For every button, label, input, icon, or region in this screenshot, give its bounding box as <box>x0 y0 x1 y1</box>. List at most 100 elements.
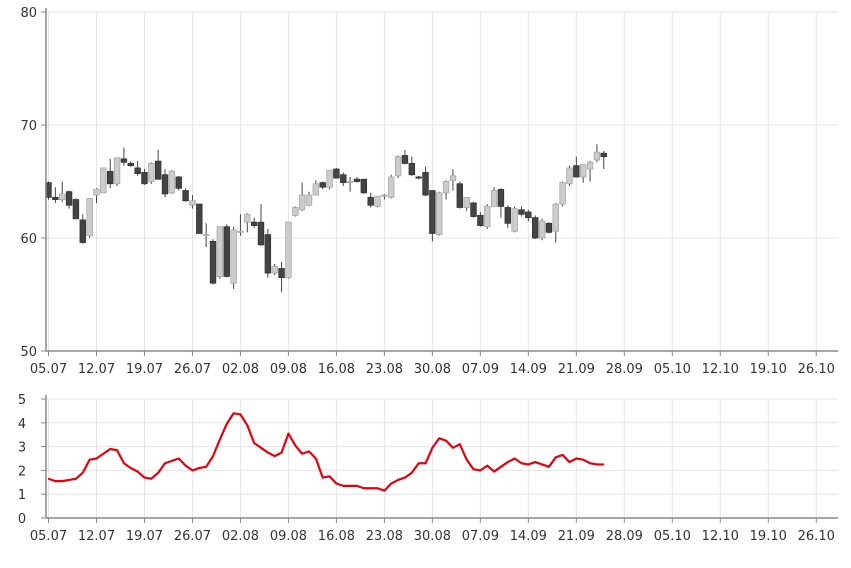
candle <box>65 190 73 209</box>
candle <box>79 214 86 244</box>
candle <box>305 191 313 207</box>
candle-body-up <box>559 182 566 205</box>
candle-body-down <box>257 221 265 246</box>
candle-body-up <box>346 181 354 184</box>
candle <box>442 180 450 200</box>
candle-body-down <box>504 207 511 224</box>
indicator-x-tick-label: 26.10 <box>798 529 835 544</box>
indicator-point <box>322 476 324 479</box>
candle-body-down <box>456 183 463 208</box>
price-x-tick-label: 16.08 <box>318 362 355 377</box>
candle <box>579 164 587 183</box>
price-x-tick-label: 19.07 <box>126 362 163 377</box>
candle-body-up <box>86 198 93 237</box>
candle-body-up <box>189 200 196 206</box>
candle <box>100 167 107 194</box>
candle-body-down <box>545 222 553 233</box>
price-x-tick-label: 12.10 <box>702 362 739 377</box>
price-x-tick-label: 26.07 <box>174 362 211 377</box>
candle-body-down <box>525 211 532 219</box>
candle-body-down <box>182 190 189 202</box>
candle-body-down <box>134 167 141 174</box>
candle <box>429 190 436 242</box>
indicator-point <box>452 447 454 449</box>
indicator-point <box>603 463 605 466</box>
indicator-point <box>356 485 358 487</box>
candle-body-up <box>168 170 176 194</box>
candle-body-down <box>141 172 148 185</box>
candle <box>120 147 128 166</box>
indicator-point <box>404 476 406 479</box>
indicator-point <box>541 463 543 466</box>
candle-body-down <box>209 240 217 284</box>
price-x-tick-label: 05.10 <box>654 362 691 377</box>
candle-body-up <box>230 229 237 284</box>
indicator-point <box>130 467 132 469</box>
candle-body-up <box>237 230 244 233</box>
indicator-point <box>493 470 495 473</box>
indicator-point <box>534 461 536 463</box>
candle-body-down <box>52 196 59 200</box>
indicator-point <box>596 463 598 466</box>
candle-body-up <box>394 156 402 177</box>
candle <box>86 198 93 238</box>
indicator-point <box>459 443 461 445</box>
indicator-point <box>185 465 187 467</box>
indicator-point <box>287 432 290 435</box>
candle-body-down <box>278 268 285 278</box>
candle-body-down <box>408 163 416 176</box>
candle <box>477 212 484 227</box>
indicator-point <box>568 461 571 463</box>
indicator-point <box>342 485 344 487</box>
indicator-point <box>137 470 139 473</box>
candle-body-down <box>401 155 409 164</box>
indicator-point <box>349 485 351 487</box>
indicator-y-tick-label: 4 <box>18 417 26 432</box>
candle <box>600 150 607 170</box>
candle <box>161 169 169 198</box>
candle-body-up <box>93 189 100 196</box>
candle-body-up <box>305 194 313 206</box>
indicator-y-tick-label: 3 <box>18 441 26 456</box>
indicator-x-tick-label: 12.10 <box>702 529 739 544</box>
candle <box>264 228 272 278</box>
indicator-point <box>246 424 248 426</box>
candle <box>367 192 374 208</box>
price-y-tick-label: 80 <box>20 6 37 21</box>
candle <box>244 213 251 233</box>
indicator-point <box>575 457 577 460</box>
candle-body-up <box>449 175 457 181</box>
indicator-point <box>548 466 550 468</box>
indicator-x-tick-label: 23.08 <box>366 529 403 544</box>
indicator-x-tick-label: 05.10 <box>654 529 691 544</box>
candle-body-down <box>367 196 374 206</box>
indicator-point <box>109 448 111 450</box>
indicator-point <box>328 475 331 477</box>
candle-body-up <box>552 203 559 232</box>
candle-body-down <box>161 174 169 195</box>
candle-body-up <box>244 213 251 223</box>
indicator-point <box>376 487 379 489</box>
indicator-point <box>562 454 564 456</box>
candle <box>456 181 463 209</box>
candle-body-down <box>72 199 80 220</box>
candle <box>504 205 511 228</box>
indicator-x-tick-label: 02.08 <box>222 529 259 544</box>
candle <box>134 161 141 176</box>
indicator-series-line <box>48 412 604 492</box>
indicator-point <box>301 453 303 455</box>
candle-body-down <box>497 189 505 207</box>
candle <box>449 169 457 191</box>
candle-body-up <box>442 181 450 194</box>
indicator-point <box>294 444 296 447</box>
candle-body-up <box>312 183 320 196</box>
price-x-tick-label: 26.10 <box>798 362 835 377</box>
indicator-point <box>89 459 91 461</box>
indicator-point <box>171 460 173 462</box>
candle-body-up <box>538 220 546 239</box>
candle-body-down <box>353 178 361 182</box>
indicator-x-tick-label: 09.08 <box>270 529 307 544</box>
candle <box>148 162 155 184</box>
indicator-point <box>308 450 310 452</box>
indicator-point <box>61 480 63 482</box>
